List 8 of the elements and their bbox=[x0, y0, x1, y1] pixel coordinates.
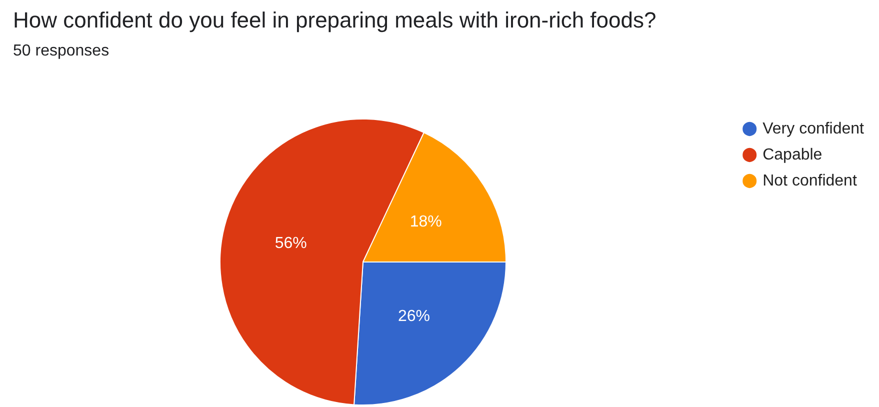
data-label: 26% bbox=[398, 308, 430, 325]
legend-label: Not confident bbox=[762, 172, 858, 190]
legend-label: Very confident bbox=[762, 120, 865, 138]
legend-label: Capable bbox=[762, 146, 822, 164]
chart-title: How confident do you feel in preparing meals with iron-rich foods? bbox=[13, 8, 656, 32]
text: 50 responses bbox=[13, 42, 110, 60]
data-label: 18% bbox=[410, 214, 442, 231]
data-label: 56% bbox=[274, 234, 307, 252]
